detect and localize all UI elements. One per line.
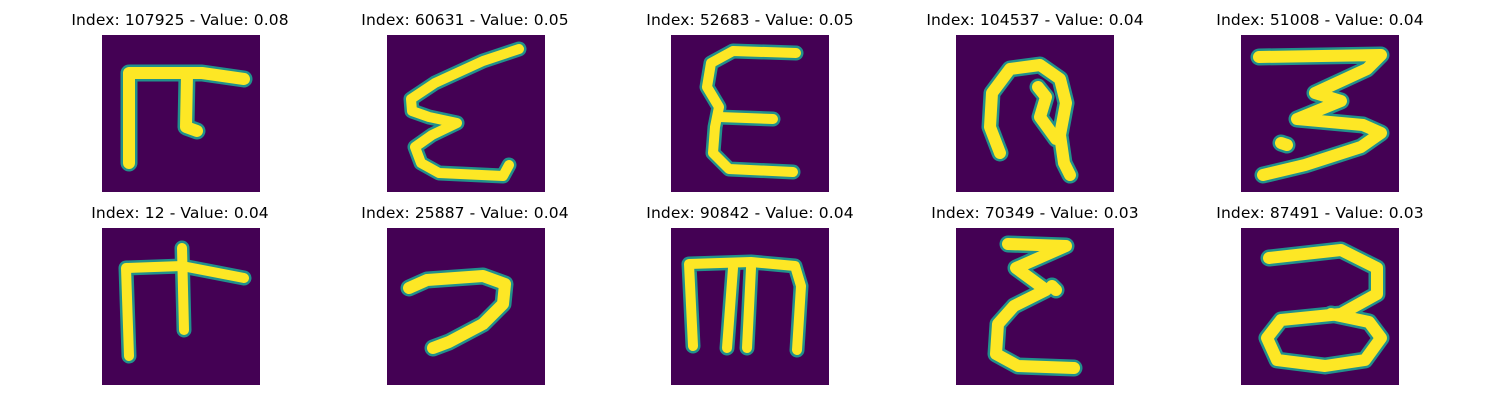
panel-title: Index: 51008 - Value: 0.04 — [1216, 11, 1424, 29]
glyph-hook-image — [387, 228, 545, 385]
glyph-sigma-image — [956, 228, 1114, 385]
image-panel: Index: 51008 - Value: 0.04 — [1140, 0, 1440, 192]
panel-title: Index: 87491 - Value: 0.03 — [1216, 204, 1424, 222]
glyph-comb-image — [671, 228, 829, 385]
panel-title: Index: 104537 - Value: 0.04 — [926, 11, 1144, 29]
image-panel: Index: 90842 - Value: 0.04 — [570, 193, 870, 385]
glyph-tee-cross-image — [102, 228, 260, 385]
image-panel: Index: 104537 - Value: 0.04 — [855, 0, 1155, 192]
panel-title: Index: 90842 - Value: 0.04 — [646, 204, 854, 222]
image-panel: Index: 87491 - Value: 0.03 — [1140, 193, 1440, 385]
panel-title: Index: 60631 - Value: 0.05 — [361, 11, 569, 29]
panel-title: Index: 70349 - Value: 0.03 — [931, 204, 1139, 222]
glyph-tee-image — [102, 35, 260, 192]
image-panel: Index: 107925 - Value: 0.08 — [0, 0, 300, 192]
image-panel: Index: 60631 - Value: 0.05 — [285, 0, 585, 192]
glyph-epsilon-image — [671, 35, 829, 192]
panel-title: Index: 107925 - Value: 0.08 — [71, 11, 289, 29]
glyph-three-flat-image — [1241, 35, 1399, 192]
image-panel: Index: 52683 - Value: 0.05 — [570, 0, 870, 192]
panel-title: Index: 25887 - Value: 0.04 — [361, 204, 569, 222]
panel-title: Index: 52683 - Value: 0.05 — [646, 11, 854, 29]
image-panel: Index: 12 - Value: 0.04 — [0, 193, 300, 385]
image-panel: Index: 25887 - Value: 0.04 — [285, 193, 585, 385]
glyph-zigzag-image — [387, 35, 545, 192]
image-panel: Index: 70349 - Value: 0.03 — [855, 193, 1155, 385]
glyph-three-round-image — [1241, 228, 1399, 385]
glyph-loop-image — [956, 35, 1114, 192]
panel-title: Index: 12 - Value: 0.04 — [91, 204, 269, 222]
